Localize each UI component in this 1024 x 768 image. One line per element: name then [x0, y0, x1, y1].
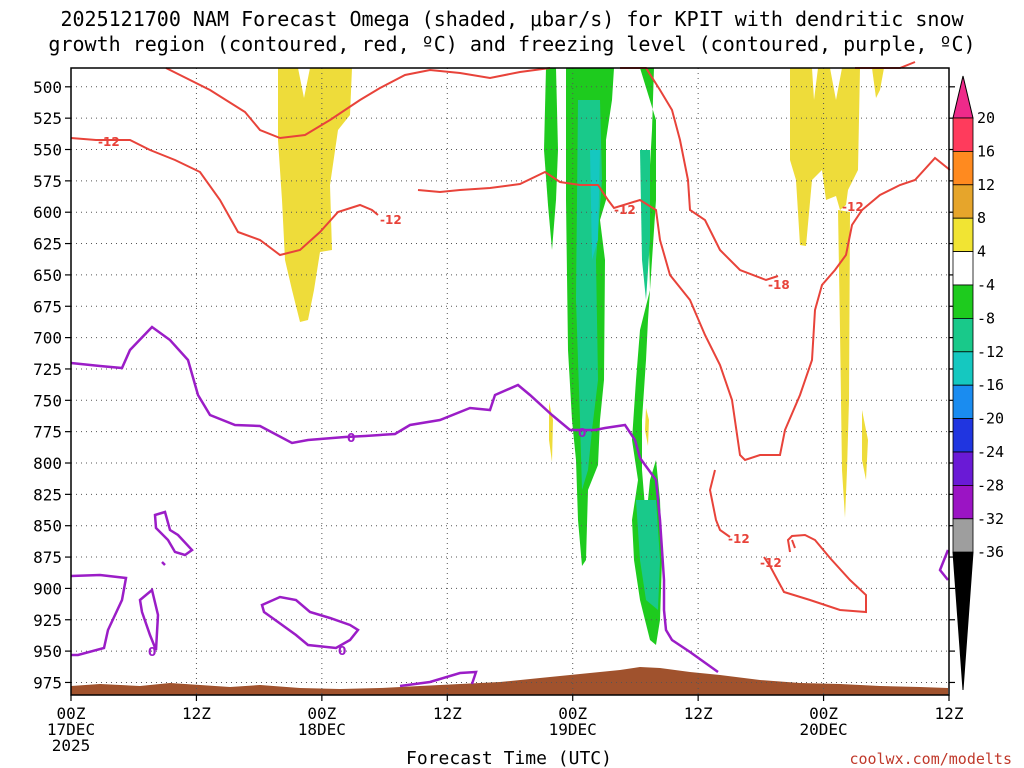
- y-tick-label: 750: [33, 391, 62, 410]
- y-tick-label: 575: [33, 172, 62, 191]
- y-tick-label: 850: [33, 517, 62, 536]
- contour-label-purple-3: 0: [148, 645, 156, 659]
- omega-positive-shading: [278, 68, 884, 518]
- x-tick-label: 12Z: [935, 704, 964, 723]
- colorbar-label: -8: [977, 309, 995, 327]
- y-tick-label: 525: [33, 109, 62, 128]
- colorbar-label: -36: [977, 543, 1004, 561]
- contour-label-red-5: -12: [842, 200, 864, 214]
- x-tick-label: 12Z: [182, 704, 211, 723]
- y-tick-label: 600: [33, 203, 62, 222]
- colorbar-label: -20: [977, 410, 1004, 428]
- contour-label-red-4: -18: [768, 278, 790, 292]
- colorbar-label: 12: [977, 176, 995, 194]
- colorbar-segment: [952, 251, 974, 286]
- contour-label-red-3: -12: [614, 203, 636, 217]
- x-tick-label: 12Z: [433, 704, 462, 723]
- colorbar-label: -32: [977, 510, 1004, 528]
- x-tick-label: 20DEC: [799, 720, 847, 739]
- colorbar-bottom-cap: [952, 551, 974, 691]
- colorbar-segment: [952, 518, 974, 553]
- y-tick-label: 950: [33, 642, 62, 661]
- contour-labels: -12 -12 -12 -18 -12 -12 -12 0 0 0 0: [98, 135, 864, 659]
- y-tick-label: 900: [33, 579, 62, 598]
- x-tick-label: 00Z: [558, 704, 587, 723]
- y-tick-label: 550: [33, 141, 62, 160]
- y-tick-label: 625: [33, 235, 62, 254]
- colorbar: 20 16 12 8 4 -4 -8 -12 -16 -20 -24 -28 -32 -36: [952, 75, 1004, 691]
- y-tick-label: 650: [33, 266, 62, 285]
- chart-title-line2: growth region (contoured, red, ºC) and f…: [48, 32, 975, 56]
- colorbar-label: 8: [977, 209, 986, 227]
- contour-label-red-6: -12: [728, 532, 750, 546]
- colorbar-segment: [952, 418, 974, 453]
- omega-negative-shading: [544, 68, 662, 645]
- colorbar-label: -16: [977, 376, 1004, 394]
- colorbar-segment: [952, 484, 974, 520]
- y-tick-label: 500: [33, 78, 62, 97]
- contour-label-red-2: -12: [380, 213, 402, 227]
- chart-title-line1: 2025121700 NAM Forecast Omega (shaded, μ…: [60, 7, 964, 31]
- colorbar-label: -28: [977, 476, 1004, 494]
- x-tick-label: 2025: [52, 736, 91, 755]
- y-tick-label: 925: [33, 611, 62, 630]
- colorbar-segment: [952, 384, 974, 420]
- colorbar-segment: [952, 451, 974, 486]
- colorbar-label: 16: [977, 142, 995, 160]
- colorbar-label: -24: [977, 443, 1004, 461]
- x-axis-label: Forecast Time (UTC): [406, 748, 612, 768]
- y-tick-label: 975: [33, 673, 62, 692]
- colorbar-label: 20: [977, 109, 995, 127]
- y-tick-label: 675: [33, 297, 62, 316]
- colorbar-label: 4: [977, 243, 986, 261]
- contour-label-red-1: -12: [98, 135, 120, 149]
- plot-frame: [70, 67, 950, 696]
- plot-area: -12 -12 -12 -18 -12 -12 -12 0 0 0 0: [70, 61, 951, 696]
- contour-label-purple-4: 0: [338, 644, 346, 658]
- colorbar-top-cap: [952, 75, 974, 119]
- y-tick-label: 875: [33, 548, 62, 567]
- colorbar-segment: [952, 217, 974, 252]
- x-tick-label: 19DEC: [549, 720, 597, 739]
- contour-label-purple-1: 0: [347, 431, 355, 445]
- x-tick-label: 00Z: [57, 704, 86, 723]
- y-tick-label: 800: [33, 454, 62, 473]
- red-contours: [70, 61, 951, 614]
- x-tick-label: 00Z: [307, 704, 336, 723]
- colorbar-segment: [952, 184, 974, 219]
- colorbar-segment: [952, 284, 974, 319]
- colorbar-label: -4: [977, 276, 995, 294]
- y-tick-label: 725: [33, 360, 62, 379]
- y-tick-label: 825: [33, 485, 62, 504]
- colorbar-label: -12: [977, 343, 1004, 361]
- y-tick-label: 775: [33, 423, 62, 442]
- y-axis: 500 525 550 575 600 625 650 675 700 725 750 775 800 8…: [33, 78, 955, 692]
- colorbar-segment: [952, 351, 974, 386]
- contour-label-red-7: -12: [760, 556, 782, 570]
- x-tick-label: 17DEC: [47, 720, 95, 739]
- x-tick-label: 18DEC: [298, 720, 346, 739]
- x-tick-label: 12Z: [684, 704, 713, 723]
- terrain-fill: [71, 667, 948, 695]
- colorbar-segment: [952, 117, 974, 152]
- contour-label-purple-2: 0: [578, 426, 586, 440]
- x-tick-label: 00Z: [809, 704, 838, 723]
- y-tick-label: 700: [33, 329, 62, 348]
- colorbar-segment: [952, 317, 974, 353]
- purple-contours: [70, 325, 950, 688]
- colorbar-segment: [952, 150, 974, 186]
- credit-text: coolwx.com/modelts: [849, 750, 1012, 768]
